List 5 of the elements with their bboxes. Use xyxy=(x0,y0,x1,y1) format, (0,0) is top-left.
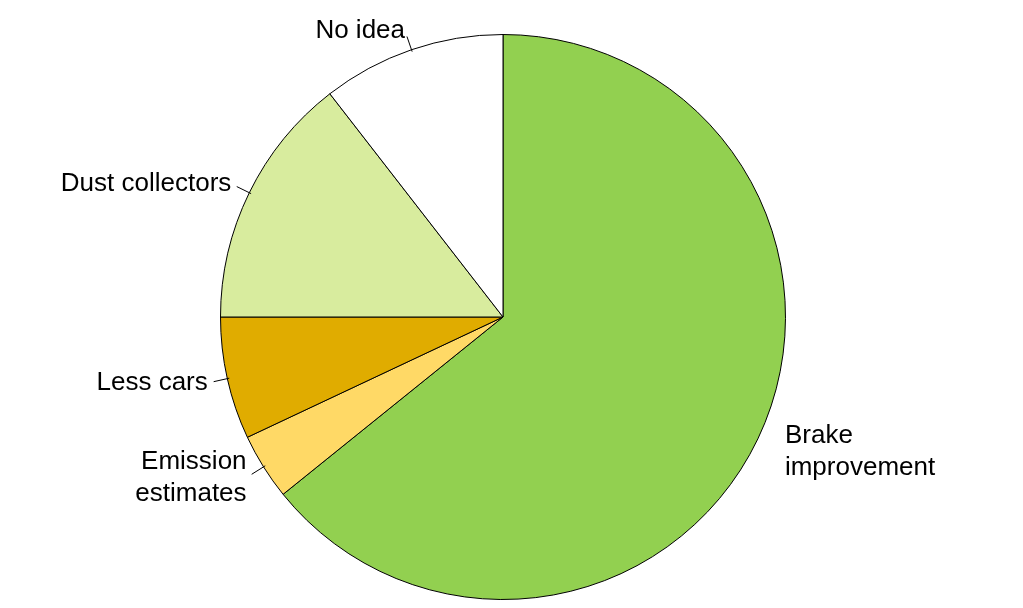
slice-label: Less cars xyxy=(96,366,208,397)
slice-label: Emission estimates xyxy=(135,444,247,507)
slice-label: Dust collectors xyxy=(60,167,232,198)
slice-label: Brake improvement xyxy=(784,419,936,481)
slice-label: No idea xyxy=(315,13,406,44)
